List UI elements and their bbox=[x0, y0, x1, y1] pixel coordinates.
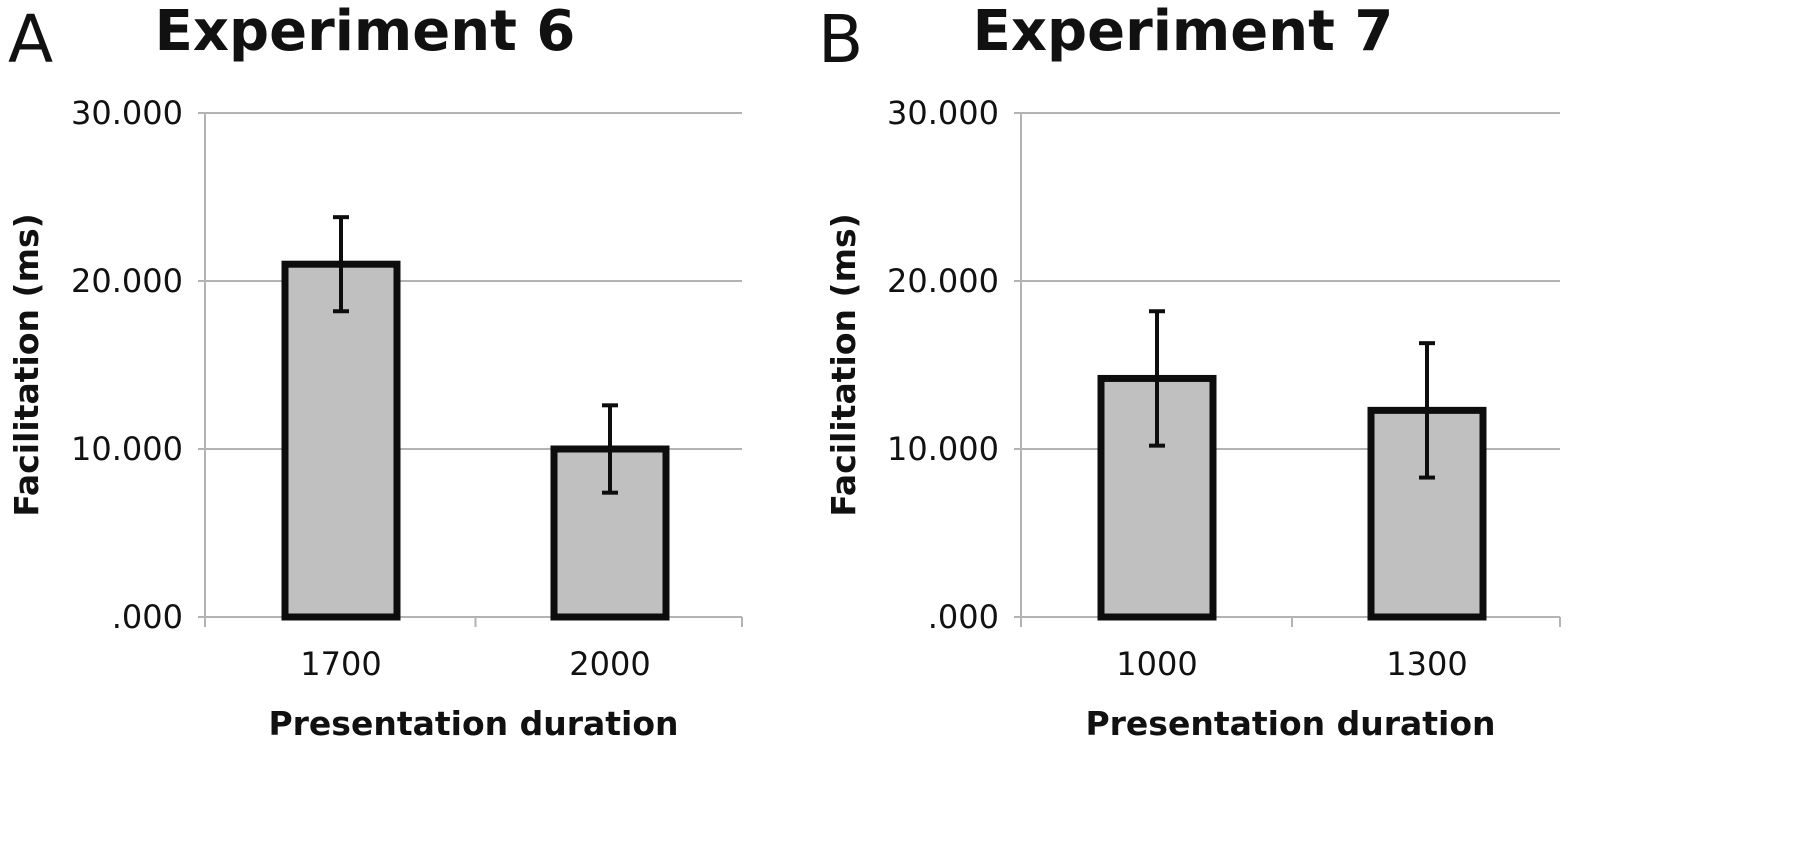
chart-title: Experiment 7 bbox=[973, 0, 1394, 64]
chart-title: Experiment 6 bbox=[155, 0, 576, 64]
error-bar bbox=[1149, 309, 1165, 448]
y-axis-label: Facilitation (ms) bbox=[7, 213, 46, 516]
y-tick-label: .000 bbox=[928, 598, 999, 636]
y-tick-label: 30.000 bbox=[887, 94, 999, 132]
y-tick-label: .000 bbox=[112, 598, 183, 636]
panel-letter: B bbox=[818, 1, 863, 78]
panel-b: B Experiment 7 .000 10.000 20.000 30.000 1000 1… bbox=[818, 0, 1561, 743]
bar bbox=[281, 260, 401, 621]
error-bar bbox=[1419, 341, 1435, 480]
x-axis-label: Presentation duration bbox=[268, 704, 678, 743]
y-tick-label: 20.000 bbox=[71, 262, 183, 300]
y-tick-label: 10.000 bbox=[71, 430, 183, 468]
y-tick-label: 30.000 bbox=[71, 94, 183, 132]
x-tick-label: 1700 bbox=[300, 645, 381, 683]
error-bar bbox=[602, 403, 618, 495]
x-tick-label: 2000 bbox=[569, 645, 650, 683]
error-bar bbox=[333, 215, 349, 314]
y-axis-label: Facilitation (ms) bbox=[824, 213, 863, 516]
y-tick-label: 20.000 bbox=[887, 262, 999, 300]
panel-letter: A bbox=[8, 1, 53, 78]
x-tick-label: 1000 bbox=[1116, 645, 1197, 683]
panel-a: A Experiment 6 .000 10.000 20.000 30.000 1700 2… bbox=[7, 0, 743, 743]
x-tick-label: 1300 bbox=[1386, 645, 1467, 683]
x-axis-label: Presentation duration bbox=[1085, 704, 1495, 743]
y-tick-label: 10.000 bbox=[887, 430, 999, 468]
